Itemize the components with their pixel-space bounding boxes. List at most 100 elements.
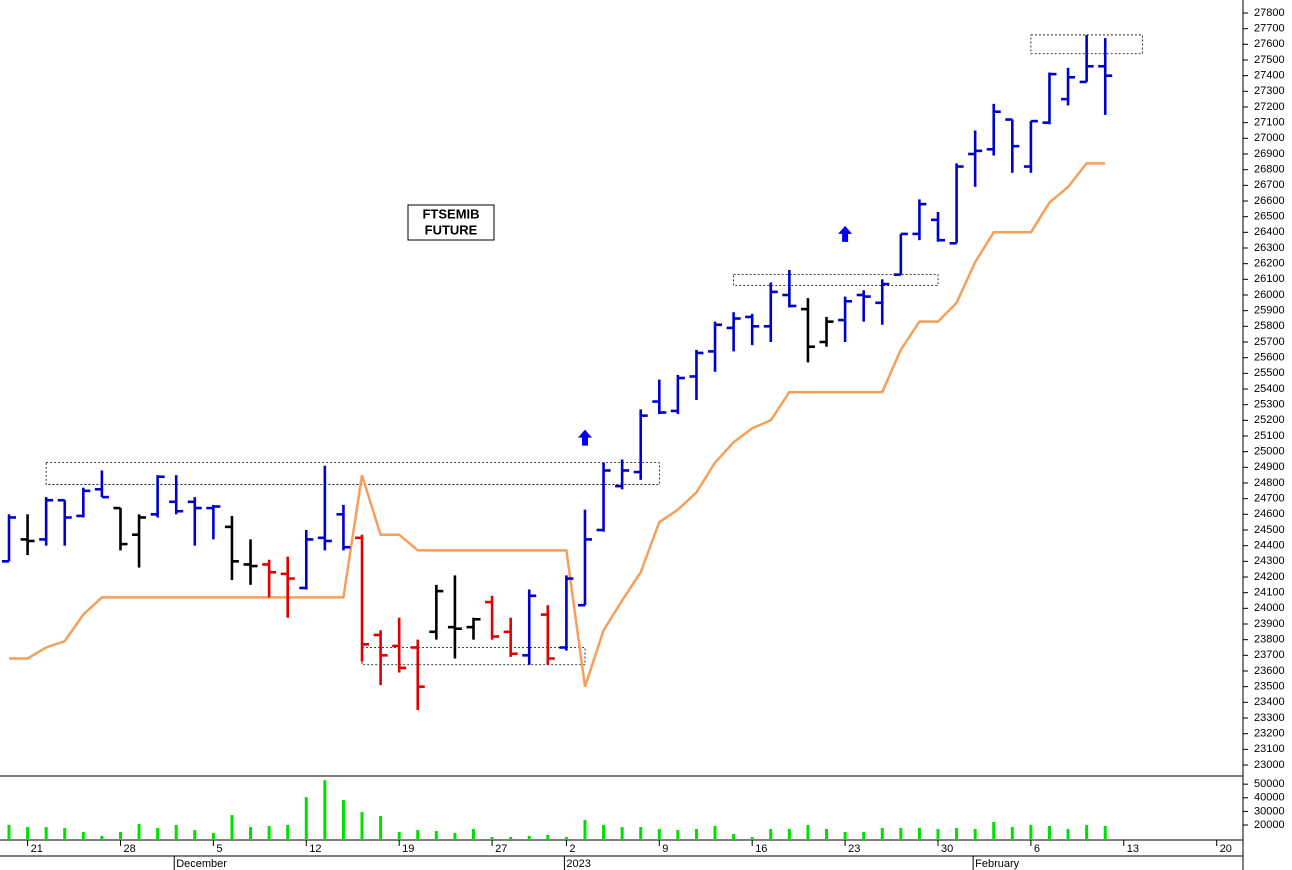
x-tick-label: 28	[123, 843, 135, 855]
volume-bar	[453, 833, 457, 840]
y-tick-label: 27100	[1254, 117, 1285, 129]
y-tick-label: 27600	[1254, 38, 1285, 50]
y-tick-label: 24400	[1254, 540, 1285, 552]
month-label: December	[176, 858, 227, 870]
y-tick-label: 23400	[1254, 696, 1285, 708]
volume-bar	[397, 831, 401, 840]
volume-tick-label: 20000	[1254, 819, 1285, 831]
x-tick-label: 6	[1034, 843, 1040, 855]
y-tick-label: 24800	[1254, 477, 1285, 489]
volume-bar	[843, 831, 847, 840]
y-tick-label: 24600	[1254, 508, 1285, 520]
x-tick-label: 2	[569, 843, 575, 855]
volume-bar	[564, 837, 568, 840]
volume-tick-label: 50000	[1254, 778, 1285, 790]
volume-bar	[379, 816, 383, 840]
x-tick-label: 20	[1220, 843, 1232, 855]
volume-bar	[249, 827, 253, 840]
volume-bar	[472, 828, 475, 840]
y-tick-label: 23500	[1254, 681, 1285, 693]
volume-bar	[1047, 825, 1051, 840]
volume-bar	[193, 830, 197, 840]
volume-bar	[806, 825, 810, 840]
volume-bar	[1066, 828, 1070, 840]
volume-bar	[899, 828, 903, 840]
volume-bar	[769, 828, 773, 840]
x-tick-label: 9	[662, 843, 668, 855]
level-box	[361, 647, 586, 666]
y-tick-label: 23000	[1254, 759, 1285, 771]
volume-bar	[137, 824, 141, 840]
signal-arrow	[838, 225, 853, 242]
x-tick-label: 12	[309, 843, 321, 855]
y-tick-label: 24000	[1254, 602, 1285, 614]
volume-bar	[434, 831, 438, 840]
y-tick-label: 25000	[1254, 446, 1285, 458]
y-tick-label: 27000	[1254, 132, 1285, 144]
month-label: 2023	[566, 858, 590, 870]
y-tick-label: 23300	[1254, 712, 1285, 724]
volume-bar	[676, 830, 680, 840]
y-tick-label: 24900	[1254, 461, 1285, 473]
volume-bar	[416, 830, 420, 840]
volume-bar	[787, 828, 791, 840]
y-tick-label: 25200	[1254, 414, 1285, 426]
volume-bar	[81, 831, 85, 840]
volume-bar	[360, 812, 364, 840]
volume-bar	[917, 828, 921, 840]
y-tick-label: 23900	[1254, 618, 1285, 630]
x-tick-label: 21	[31, 843, 43, 855]
volume-bar	[639, 827, 643, 840]
volume-bar	[694, 828, 698, 840]
volume-tick-label: 30000	[1254, 805, 1285, 817]
annotation-line: FTSEMIB	[422, 206, 479, 221]
volume-bar	[992, 822, 996, 840]
volume-bar	[323, 780, 327, 840]
volume-bar	[602, 825, 606, 840]
y-tick-label: 27800	[1254, 7, 1285, 19]
y-tick-label: 25300	[1254, 399, 1285, 411]
level-box	[45, 462, 660, 485]
y-tick-label: 27300	[1254, 85, 1285, 97]
volume-bar	[490, 837, 494, 840]
y-tick-label: 24300	[1254, 555, 1285, 567]
y-tick-label: 24700	[1254, 493, 1285, 505]
y-tick-label: 26900	[1254, 148, 1285, 160]
y-tick-label: 23600	[1254, 665, 1285, 677]
y-tick-label: 23200	[1254, 728, 1285, 740]
y-tick-label: 26400	[1254, 226, 1285, 238]
y-tick-label: 26500	[1254, 211, 1285, 223]
volume-bar	[211, 833, 215, 840]
y-tick-label: 26100	[1254, 273, 1285, 285]
volume-bar	[1029, 825, 1033, 840]
volume-bar	[750, 837, 754, 840]
volume-bar	[973, 828, 977, 840]
volume-bar	[156, 828, 160, 840]
x-tick-label: 27	[495, 843, 507, 855]
volume-bar	[267, 825, 271, 840]
volume-bar	[620, 827, 624, 840]
y-tick-label: 25800	[1254, 320, 1285, 332]
annotation-box	[407, 204, 495, 241]
volume-bar	[583, 819, 587, 840]
y-tick-label: 26200	[1254, 258, 1285, 270]
volume-bar	[509, 837, 513, 840]
y-tick-label: 25400	[1254, 383, 1285, 395]
volume-bar	[100, 835, 104, 840]
volume-bar	[44, 827, 48, 840]
y-tick-label: 27200	[1254, 101, 1285, 113]
y-tick-label: 26000	[1254, 289, 1285, 301]
volume-bar	[546, 834, 550, 840]
y-tick-label: 25900	[1254, 305, 1285, 317]
volume-bar	[880, 828, 884, 840]
volume-tick-label: 40000	[1254, 792, 1285, 804]
volume-bar	[63, 828, 67, 840]
volume-bar	[862, 831, 866, 840]
y-tick-label: 26300	[1254, 242, 1285, 254]
volume-bar	[286, 825, 290, 840]
y-tick-label: 24500	[1254, 524, 1285, 536]
signal-arrow	[577, 429, 592, 446]
level-box	[733, 274, 939, 286]
